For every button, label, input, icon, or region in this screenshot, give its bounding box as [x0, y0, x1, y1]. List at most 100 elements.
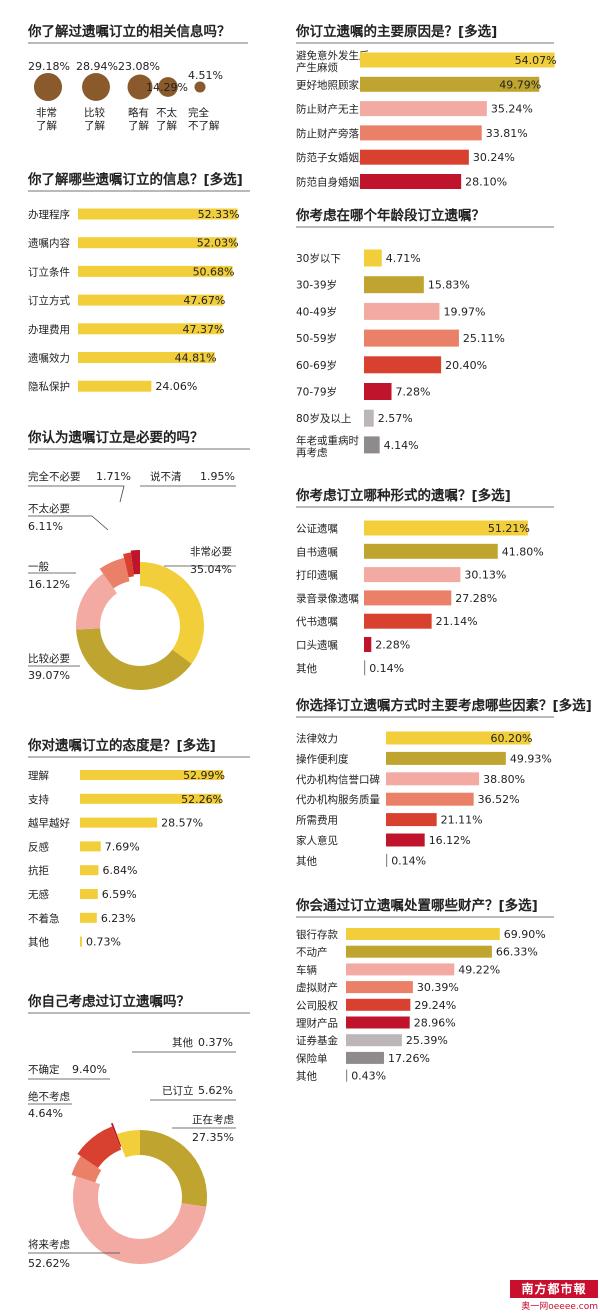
bar: [364, 302, 440, 320]
value-label: 54.07%: [515, 54, 557, 67]
value-label: 24.06%: [155, 380, 197, 393]
category-label: 其他: [296, 1070, 317, 1083]
category-label: 理解: [28, 769, 49, 782]
bar: [386, 731, 531, 745]
bar: [364, 567, 461, 583]
bar: [386, 772, 480, 786]
value-label: 50.68%: [193, 265, 235, 278]
bubble-category: 非常了解: [36, 106, 57, 132]
bubble: [82, 73, 110, 101]
category-label: 支持: [28, 793, 49, 806]
value-label: 52.03%: [197, 237, 239, 250]
bar: [80, 770, 224, 780]
category-label: 自书遗嘱: [296, 545, 338, 558]
bar: [386, 751, 506, 765]
category-label: 打印遗嘱: [296, 569, 338, 582]
bar: [364, 590, 452, 606]
bar: [346, 1016, 410, 1029]
value-label: 49.22%: [458, 963, 500, 976]
category-label: 代办机构信誉口碑: [296, 773, 380, 786]
category-label: 40-49岁: [296, 305, 337, 318]
category-label: 车辆: [296, 963, 317, 976]
value-label: 28.10%: [465, 176, 507, 189]
slice-label: 已订立: [162, 1084, 194, 1097]
bar: [364, 436, 380, 454]
category-label: 口头遗嘱: [296, 639, 338, 652]
bar: [78, 352, 215, 363]
bar: [80, 817, 158, 828]
value-label: 21.14%: [436, 615, 478, 628]
bubble-value: 28.94%: [76, 60, 118, 73]
value-label: 6.23%: [101, 912, 136, 925]
category-label: 50-59岁: [296, 332, 337, 345]
bar: [364, 520, 528, 536]
bubble-value: 29.18%: [28, 60, 70, 73]
slice-value: 6.11%: [28, 520, 63, 533]
category-label: 家人意见: [296, 834, 338, 847]
bar: [78, 265, 233, 277]
pie-slice: [76, 573, 117, 630]
category-label: 代办机构服务质量: [296, 793, 380, 806]
bar: [346, 963, 455, 976]
chart-title: 你选择订立遗嘱方式时主要考虑哪些因素？[多选]: [295, 697, 592, 714]
value-label: 51.21%: [488, 522, 530, 535]
value-label: 2.28%: [375, 639, 410, 652]
slice-value: 9.40%: [72, 1063, 107, 1076]
bar: [364, 276, 424, 294]
bubble-value: 14.29%: [146, 81, 188, 94]
value-label: 36.52%: [478, 793, 520, 806]
value-label: 49.79%: [499, 78, 541, 91]
value-label: 0.43%: [351, 1070, 386, 1083]
category-label: 所需费用: [296, 814, 338, 827]
category-label: 70-79岁: [296, 386, 337, 399]
value-label: 66.33%: [496, 946, 538, 959]
value-label: 29.24%: [414, 999, 456, 1012]
bar: [78, 294, 224, 306]
category-label: 避免意外发生后产生麻烦: [296, 49, 370, 74]
bar: [346, 928, 500, 940]
bar: [80, 865, 99, 876]
chart-title: 你自己考虑过订立遗嘱吗？: [27, 993, 190, 1010]
bar: [80, 936, 82, 947]
value-label: 44.81%: [175, 352, 217, 365]
slice-label: 非常必要: [190, 545, 232, 558]
category-label: 法律效力: [296, 732, 338, 745]
category-label: 不着急: [28, 912, 60, 925]
slice-value: 16.12%: [28, 578, 70, 591]
value-label: 6.59%: [102, 888, 137, 901]
value-label: 21.11%: [441, 814, 483, 827]
value-label: 28.57%: [161, 817, 203, 830]
category-label: 30岁以下: [296, 252, 341, 265]
bar: [364, 409, 374, 427]
category-label: 公证遗嘱: [296, 522, 338, 535]
newspaper-logo: 南方都市報 奥一网oeeee.com: [510, 1280, 598, 1312]
category-label: 银行存款: [296, 928, 338, 941]
slice-value: 1.71%: [96, 470, 131, 483]
category-label: 录音录像遗嘱: [296, 592, 359, 605]
value-label: 47.37%: [182, 323, 224, 336]
chart-title: 你会通过订立遗嘱处置哪些财产？[多选]: [295, 897, 538, 914]
pie-slice: [140, 562, 205, 664]
slice-value: 35.04%: [190, 563, 232, 576]
bar: [364, 543, 498, 559]
value-label: 4.14%: [384, 439, 419, 452]
pie-slice: [110, 1122, 122, 1147]
category-label: 隐私保护: [28, 380, 70, 393]
category-label: 年老或重病时再考虑: [296, 434, 359, 459]
category-label: 80岁及以上: [296, 412, 351, 425]
pie-slice: [140, 1130, 207, 1207]
slice-label: 完全不必要: [28, 470, 81, 483]
chart-title: 你了解哪些遗嘱订立的信息？[多选]: [27, 171, 243, 188]
bar: [360, 101, 487, 117]
chart-title: 你考虑在哪个年龄段订立遗嘱？: [295, 207, 485, 224]
category-label: 订立条件: [28, 265, 70, 278]
bubble-value: 23.08%: [118, 60, 160, 73]
pie-slice: [99, 557, 130, 589]
category-label: 更好地照顾家人: [296, 78, 370, 91]
value-label: 25.39%: [406, 1034, 448, 1047]
category-label: 防止财产无主: [296, 103, 359, 116]
slice-value: 0.37%: [198, 1036, 233, 1049]
category-label: 反感: [28, 840, 49, 853]
slice-label: 绝不考虑: [28, 1090, 70, 1103]
value-label: 30.24%: [473, 151, 515, 164]
